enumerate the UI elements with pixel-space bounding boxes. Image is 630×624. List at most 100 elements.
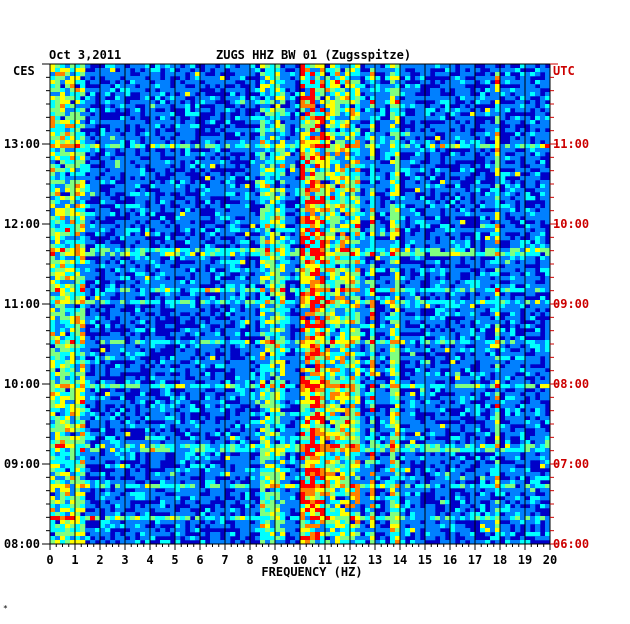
- spectrogram-cell: [90, 140, 96, 145]
- spectrogram-cell: [380, 176, 386, 181]
- spectrogram-cell: [385, 180, 391, 185]
- spectrogram-cell: [275, 148, 281, 153]
- spectrogram-cell: [275, 300, 281, 305]
- spectrogram-cell: [50, 88, 56, 93]
- spectrogram-cell: [85, 204, 91, 209]
- spectrogram-cell: [415, 152, 421, 157]
- spectrogram-cell: [220, 124, 226, 129]
- spectrogram-cell: [250, 88, 256, 93]
- spectrogram-cell: [360, 136, 366, 141]
- spectrogram-cell: [340, 88, 346, 93]
- spectrogram-cell: [335, 260, 341, 265]
- spectrogram-cell: [165, 88, 171, 93]
- spectrogram-cell: [255, 136, 261, 141]
- spectrogram-cell: [520, 192, 526, 197]
- spectrogram-cell: [435, 128, 441, 133]
- spectrogram-cell: [495, 240, 501, 245]
- spectrogram-cell: [280, 308, 286, 313]
- spectrogram-cell: [165, 96, 171, 101]
- spectrogram-cell: [540, 112, 546, 117]
- spectrogram-cell: [395, 172, 401, 177]
- spectrogram-cell: [195, 280, 201, 285]
- spectrogram-cell: [190, 224, 196, 229]
- spectrogram-cell: [275, 164, 281, 169]
- spectrogram-cell: [355, 208, 361, 213]
- spectrogram-cell: [70, 160, 76, 165]
- spectrogram-cell: [480, 96, 486, 101]
- spectrogram-cell: [540, 216, 546, 221]
- spectrogram-cell: [415, 124, 421, 129]
- spectrogram-cell: [65, 292, 71, 297]
- spectrogram-cell: [530, 260, 536, 265]
- spectrogram-cell: [535, 132, 541, 137]
- spectrogram-cell: [300, 268, 306, 273]
- spectrogram-cell: [175, 280, 181, 285]
- spectrogram-cell: [430, 280, 436, 285]
- spectrogram-cell: [230, 296, 236, 301]
- spectrogram-cell: [405, 196, 411, 201]
- spectrogram-cell: [70, 200, 76, 205]
- spectrogram-cell: [320, 144, 326, 149]
- spectrogram-cell: [175, 136, 181, 141]
- spectrogram-cell: [345, 100, 351, 105]
- spectrogram-cell: [420, 104, 426, 109]
- spectrogram-cell: [335, 92, 341, 97]
- spectrogram-cell: [200, 228, 206, 233]
- spectrogram-cell: [315, 328, 321, 333]
- spectrogram-cell: [135, 328, 141, 333]
- spectrogram-cell: [50, 332, 56, 337]
- spectrogram-cell: [370, 68, 376, 73]
- spectrogram-cell: [495, 72, 501, 77]
- spectrogram-cell: [415, 112, 421, 117]
- spectrogram-cell: [165, 240, 171, 245]
- spectrogram-cell: [420, 184, 426, 189]
- spectrogram-cell: [55, 104, 61, 109]
- spectrogram-cell: [280, 292, 286, 297]
- spectrogram-cell: [300, 240, 306, 245]
- spectrogram-cell: [385, 156, 391, 161]
- spectrogram-cell: [240, 116, 246, 121]
- spectrogram-cell: [90, 316, 96, 321]
- spectrogram-cell: [440, 188, 446, 193]
- spectrogram-cell: [150, 276, 156, 281]
- spectrogram-cell: [340, 116, 346, 121]
- spectrogram-cell: [455, 204, 461, 209]
- spectrogram-cell: [395, 124, 401, 129]
- spectrogram-cell: [395, 128, 401, 133]
- spectrogram-cell: [370, 252, 376, 257]
- spectrogram-cell: [325, 264, 331, 269]
- spectrogram-cell: [325, 224, 331, 229]
- spectrogram-cell: [110, 180, 116, 185]
- spectrogram-cell: [50, 288, 56, 293]
- spectrogram-cell: [410, 64, 416, 69]
- spectrogram-cell: [470, 300, 476, 305]
- spectrogram-cell: [55, 304, 61, 309]
- spectrogram-cell: [170, 300, 176, 305]
- spectrogram-cell: [340, 152, 346, 157]
- spectrogram-cell: [340, 304, 346, 309]
- spectrogram-cell: [265, 308, 271, 313]
- spectrogram-cell: [60, 232, 66, 237]
- spectrogram-cell: [240, 144, 246, 149]
- spectrogram-cell: [285, 128, 291, 133]
- spectrogram-cell: [290, 140, 296, 145]
- spectrogram-cell: [400, 160, 406, 165]
- spectrogram-cell: [190, 240, 196, 245]
- spectrogram-cell: [470, 140, 476, 145]
- spectrogram-cell: [465, 284, 471, 289]
- spectrogram-cell: [390, 144, 396, 149]
- spectrogram-cell: [55, 208, 61, 213]
- spectrogram-cell: [340, 252, 346, 257]
- spectrogram-cell: [315, 84, 321, 89]
- spectrogram-cell: [525, 256, 531, 261]
- spectrogram-cell: [100, 68, 106, 73]
- spectrogram-cell: [475, 296, 481, 301]
- spectrogram-cell: [445, 72, 451, 77]
- spectrogram-cell: [395, 268, 401, 273]
- spectrogram-cell: [460, 168, 466, 173]
- spectrogram-cell: [305, 200, 311, 205]
- spectrogram-cell: [195, 308, 201, 313]
- spectrogram-cell: [545, 104, 551, 109]
- spectrogram-cell: [305, 288, 311, 293]
- spectrogram-cell: [165, 104, 171, 109]
